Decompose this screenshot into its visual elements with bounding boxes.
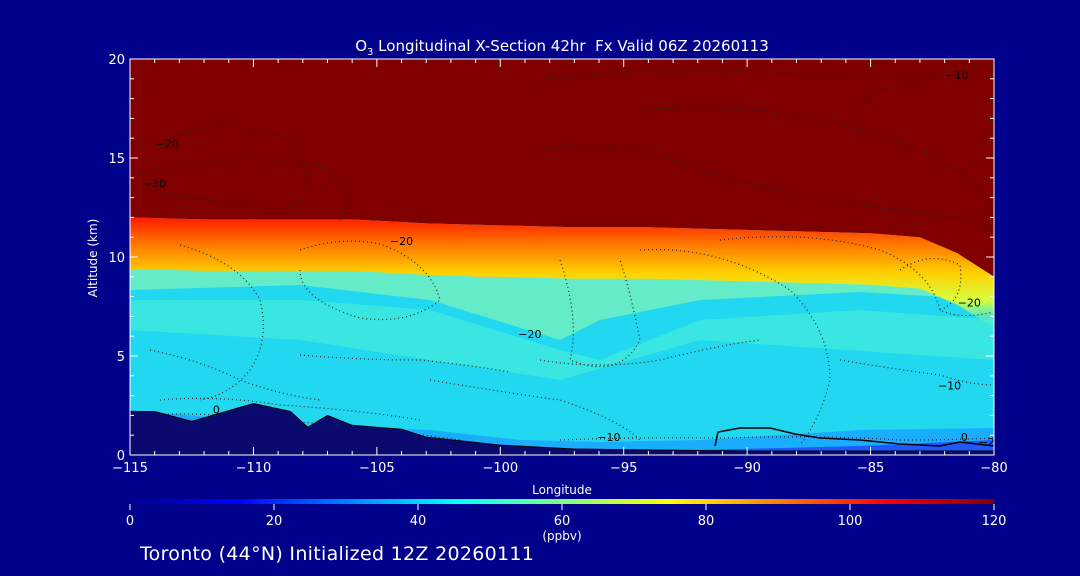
colorbar-tick-label: 40 [410,514,427,529]
contour-label: 0 [961,431,968,444]
x-tick-label: −100 [482,461,518,476]
contour-line [299,240,441,321]
x-tick-label: −115 [112,461,148,476]
contour-label: −10 [597,431,620,444]
x-tick-label: −110 [236,461,272,476]
colorbar-unit: (ppbv) [542,529,581,543]
contour-label: −10 [938,380,961,393]
contour-labels: −10 −20 −30 −20 −20 −20 −10 −10 0 0 −2 [143,69,995,449]
colorbar-tick-label: 100 [838,514,863,529]
colorbar-tick-label: 60 [554,514,571,529]
mid-troposphere-band [130,300,994,380]
chart-title: O3 Longitudinal X-Section 42hr Fx Valid … [355,37,769,58]
contour-line [559,259,641,368]
contour-line [539,339,761,366]
contour-line [159,397,421,421]
contour-label: 0 [213,403,220,416]
colorbar-tick-label: 80 [698,514,715,529]
contour-label: −20 [958,297,981,310]
x-tick-label: −85 [857,461,884,476]
chart-title-prefix: O [355,37,367,55]
y-tick-label: 20 [108,53,125,68]
footer-caption: Toronto (44°N) Initialized 12Z 20260111 [140,543,535,565]
contour-label: −10 [945,69,968,82]
colorbar-ticks: 0 20 40 60 80 100 120 [126,504,1007,529]
contour-label: −30 [143,178,166,191]
surface-contour-0 [714,427,994,447]
contour-line [149,126,309,211]
ozone-field [130,59,994,455]
colorbar-tick-label: 20 [266,514,283,529]
y-tick-label: 5 [117,350,125,365]
contour-lines [139,65,994,446]
contour-line [719,236,994,317]
contour-label: −2 [978,436,994,449]
y-tick-label: 0 [117,449,125,464]
contour-label: −20 [390,235,413,248]
tropopause-gradient [130,217,994,329]
contour-line [299,354,511,373]
x-axis-label: Longitude [532,483,592,497]
chart-title-rest: Longitudinal X-Section 42hr Fx Valid 06Z… [373,37,768,55]
chart-title-subscript: 3 [367,47,373,58]
y-tick-label: 15 [108,152,125,167]
x-tick-label: −90 [733,461,760,476]
contour-line [859,65,994,101]
contour-line [539,144,994,231]
colorbar-gradient [130,499,994,504]
x-tick-label: −80 [980,461,1007,476]
colorbar: 0 20 40 60 80 100 120 (ppbv) [126,499,1007,543]
y-tick-label: 10 [108,251,125,266]
x-tick-label: −95 [610,461,637,476]
contour-line [139,158,348,221]
y-axis-label: Altitude (km) [86,219,100,298]
colorbar-tick-label: 120 [982,514,1007,529]
colorbar-tick-label: 0 [126,514,134,529]
contour-label: −20 [518,328,541,341]
x-tick-label: −105 [359,461,395,476]
contour-label: −20 [155,138,178,151]
stratosphere-region [130,59,994,277]
